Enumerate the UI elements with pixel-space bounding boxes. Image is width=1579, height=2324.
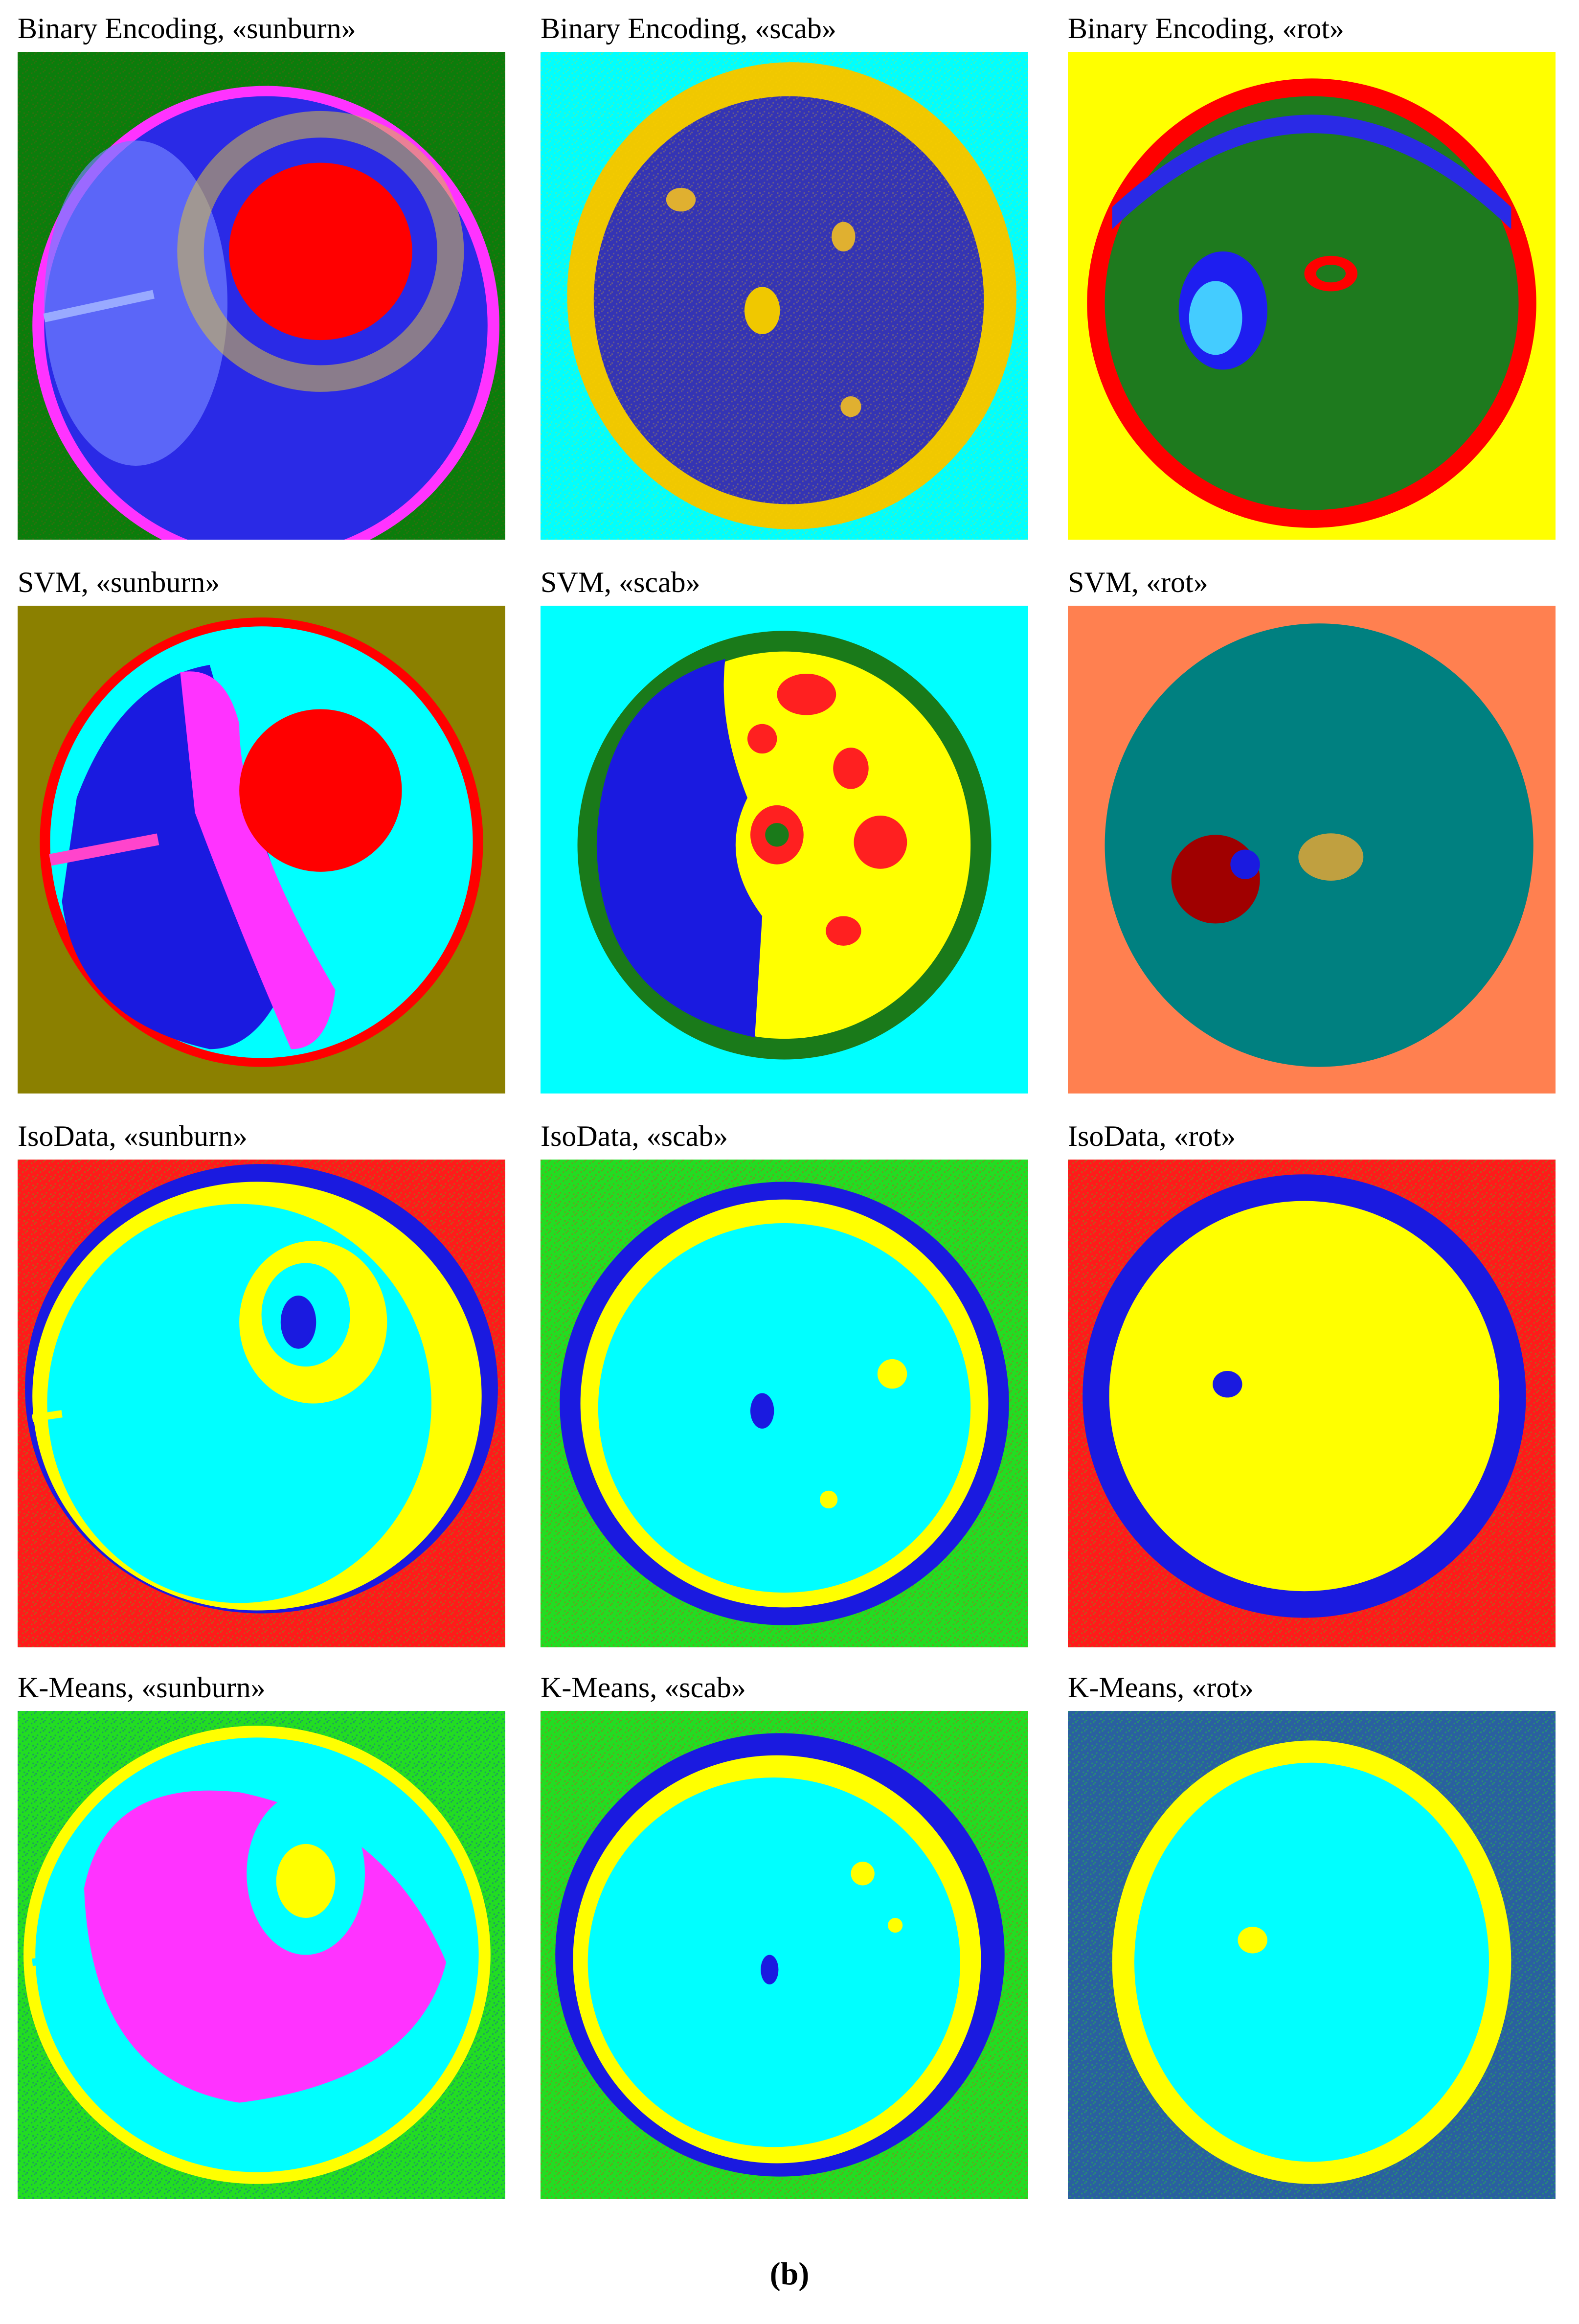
map-region bbox=[887, 1917, 903, 1933]
figure-caption: (b) bbox=[769, 2256, 810, 2292]
map-region bbox=[777, 673, 836, 715]
panel-title: SVM, «scab» bbox=[541, 566, 700, 598]
map-region bbox=[826, 916, 861, 946]
map-region bbox=[1134, 1762, 1489, 2162]
map-region bbox=[1105, 96, 1519, 510]
map-region bbox=[1230, 849, 1260, 879]
map-region bbox=[32, 1410, 63, 1422]
map-region bbox=[820, 1490, 838, 1509]
map-region bbox=[598, 1223, 971, 1593]
map-region bbox=[854, 816, 907, 869]
classification-map bbox=[541, 52, 1028, 540]
classification-map bbox=[18, 606, 505, 1094]
panel-title: K-Means, «scab» bbox=[541, 1671, 746, 1704]
map-region bbox=[62, 664, 299, 1049]
classification-map bbox=[1068, 606, 1556, 1094]
classification-map bbox=[541, 1711, 1028, 2199]
map-region bbox=[877, 1359, 907, 1389]
classification-map bbox=[18, 52, 505, 540]
map-region bbox=[1189, 281, 1242, 355]
map-region bbox=[840, 396, 861, 417]
classification-map bbox=[541, 1160, 1028, 1647]
map-region bbox=[1112, 114, 1511, 229]
map-region bbox=[596, 659, 763, 1038]
map-region bbox=[1298, 833, 1364, 881]
classification-map bbox=[18, 1160, 505, 1647]
map-region bbox=[833, 748, 869, 789]
map-region bbox=[744, 287, 780, 335]
map-region bbox=[666, 187, 696, 212]
map-region bbox=[49, 833, 159, 866]
map-region bbox=[750, 1393, 774, 1429]
map-region bbox=[1109, 1201, 1500, 1592]
panel-title: K-Means, «rot» bbox=[1068, 1671, 1254, 1704]
map-region bbox=[229, 162, 412, 341]
map-region bbox=[1238, 1927, 1267, 1954]
panel-title: IsoData, «rot» bbox=[1068, 1120, 1236, 1152]
classification-map bbox=[18, 1711, 505, 2199]
map-region bbox=[43, 290, 155, 322]
map-region bbox=[851, 1862, 875, 1886]
classification-map bbox=[541, 606, 1028, 1094]
map-region bbox=[1213, 1371, 1242, 1398]
panel-title: Binary Encoding, «sunburn» bbox=[18, 12, 356, 45]
map-region bbox=[747, 724, 777, 754]
map-region bbox=[280, 1295, 316, 1349]
panel-title: Binary Encoding, «scab» bbox=[541, 12, 836, 45]
map-region bbox=[765, 823, 789, 847]
map-region bbox=[47, 1204, 431, 1603]
map-region bbox=[276, 1844, 336, 1918]
map-region bbox=[239, 709, 402, 872]
map-region bbox=[1171, 835, 1260, 924]
map-region bbox=[32, 1956, 63, 1966]
panel-title: SVM, «rot» bbox=[1068, 566, 1208, 598]
panel-title: IsoData, «sunburn» bbox=[18, 1120, 248, 1152]
panel-title: SVM, «sunburn» bbox=[18, 566, 220, 598]
map-region bbox=[541, 52, 1028, 540]
map-region bbox=[177, 111, 464, 392]
panel-title: Binary Encoding, «rot» bbox=[1068, 12, 1344, 45]
map-region bbox=[761, 1955, 779, 1984]
panel-title: K-Means, «sunburn» bbox=[18, 1671, 266, 1704]
classification-map bbox=[1068, 1160, 1556, 1647]
map-region bbox=[832, 222, 856, 251]
map-region bbox=[180, 671, 336, 1049]
classification-map bbox=[1068, 52, 1556, 540]
map-region bbox=[1316, 265, 1346, 283]
classification-map bbox=[1068, 1711, 1556, 2199]
panel-title: IsoData, «scab» bbox=[541, 1120, 728, 1152]
